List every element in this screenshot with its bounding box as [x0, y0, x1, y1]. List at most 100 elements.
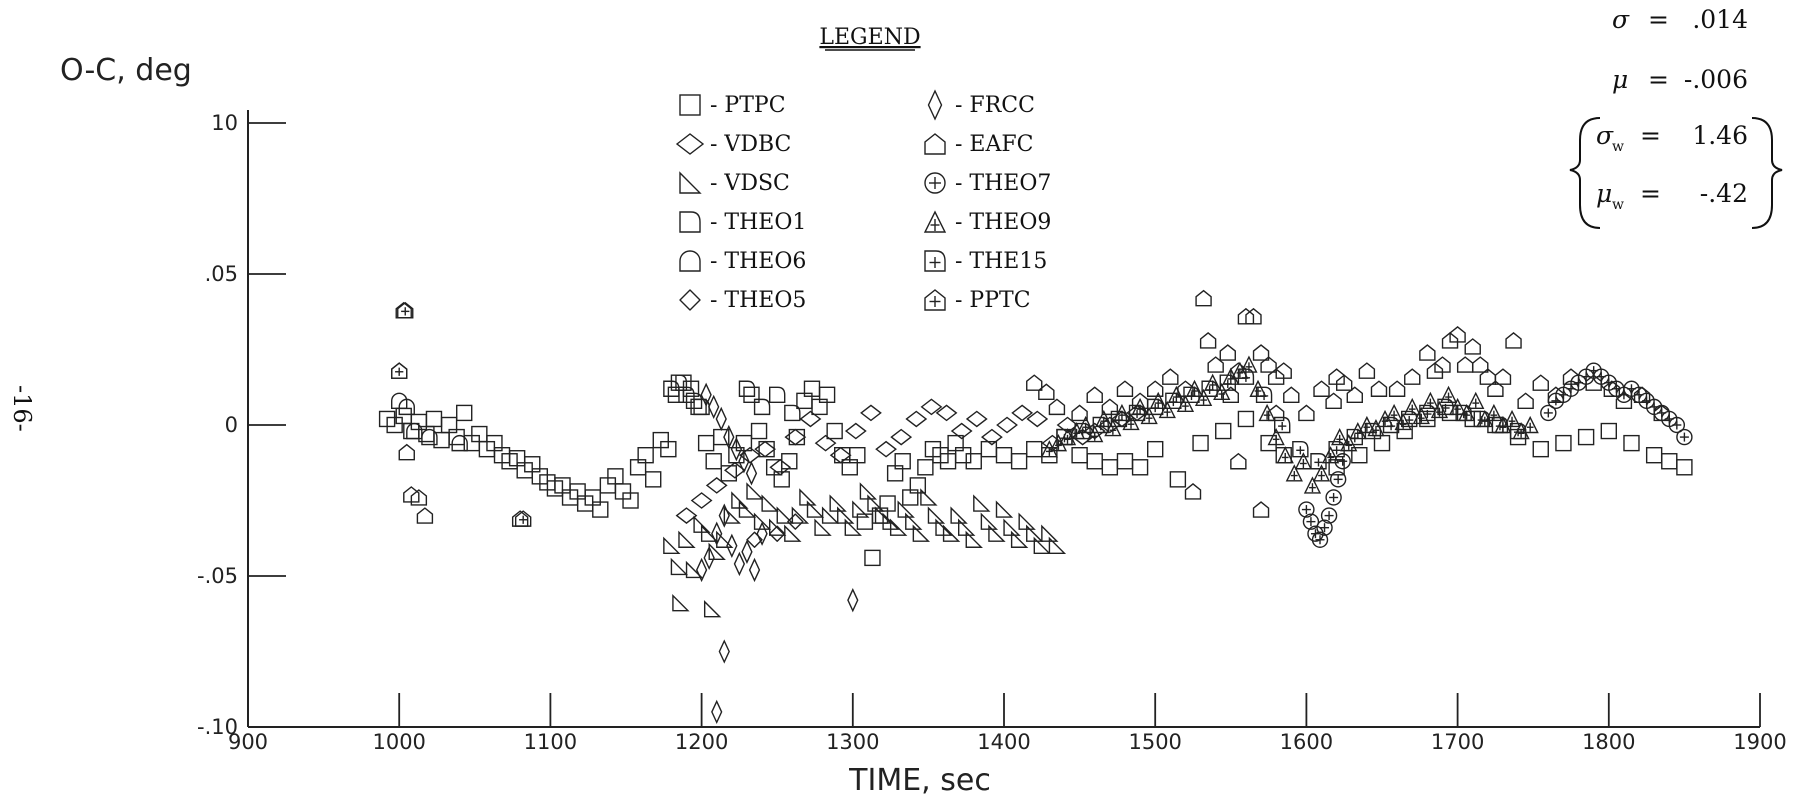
- data-point-dee-plus: [1219, 374, 1236, 391]
- data-point-house: [1048, 398, 1066, 416]
- legend-marker-diamond-wide: [675, 133, 705, 155]
- x-tick-label: 900: [228, 730, 268, 754]
- data-point-dee-plus: [1183, 386, 1200, 403]
- data-point-house: [1207, 356, 1224, 373]
- data-point-dee-plus: [1074, 422, 1091, 440]
- data-point-square: [743, 386, 760, 403]
- x-tick-label: 1400: [977, 730, 1030, 754]
- data-point-house: [1101, 398, 1119, 416]
- data-point-triangle-plus: [1412, 406, 1430, 425]
- data-point-diamond-wide: [769, 458, 792, 476]
- legend-marker-diamond-tall: [927, 89, 943, 121]
- data-point-diamond-wide: [875, 440, 897, 458]
- data-point-square: [750, 422, 768, 440]
- data-point-triangle-plus: [1104, 418, 1122, 437]
- data-point-dee-plus: [1110, 410, 1128, 428]
- data-point-house: [1267, 404, 1285, 422]
- data-point-diamond-tall: [741, 539, 753, 565]
- data-point-house: [1404, 368, 1421, 385]
- data-point-house: [1313, 380, 1330, 397]
- data-point-diamond-tall: [733, 551, 746, 577]
- data-point-square: [1116, 453, 1134, 470]
- stat-symbol: σ: [1596, 121, 1614, 150]
- data-point-house: [1335, 374, 1353, 391]
- data-point-diamond-tall: [730, 436, 743, 462]
- data-point-square: [1260, 434, 1277, 452]
- data-point-square: [879, 495, 896, 512]
- data-point-triangle-plus: [1213, 382, 1231, 400]
- data-point-house: [1615, 392, 1633, 410]
- legend-marker-dee: [679, 211, 701, 233]
- data-point-square: [1623, 434, 1640, 452]
- data-point-circle-plus: [1316, 519, 1333, 536]
- stat-subscript: w: [1612, 139, 1624, 155]
- data-point-dee-plus: [1473, 410, 1490, 428]
- data-point-dee-plus: [1056, 428, 1073, 446]
- data-point-triangle-right: [670, 557, 689, 576]
- data-point-diamond-wide: [814, 434, 837, 452]
- legend-label: - VDBC: [710, 132, 791, 157]
- data-point-house: [1464, 338, 1481, 355]
- legend-marker-circle-plus: [924, 172, 946, 194]
- data-point-diamond-tall: [703, 545, 715, 571]
- x-tick-label: 1000: [372, 730, 425, 754]
- data-point-house: [1199, 332, 1217, 349]
- legend-marker-triangle-plus: [923, 210, 947, 233]
- data-point-triangle-plus: [1258, 403, 1276, 422]
- data-point-square: [1237, 410, 1255, 428]
- data-point-square: [894, 453, 911, 470]
- data-point-diamond-wide: [784, 428, 807, 446]
- data-point-house: [410, 489, 428, 506]
- data-point-triangle-right: [791, 506, 810, 524]
- data-point-square: [917, 459, 934, 476]
- data-point-circle-plus: [1325, 489, 1342, 506]
- y-tick-label: -.10: [197, 715, 238, 739]
- data-point-house: [1419, 344, 1436, 361]
- data-point-dee-plus: [1346, 428, 1363, 446]
- data-point-house: [1298, 404, 1315, 422]
- data-point-house: [1325, 392, 1342, 410]
- data-point-house: [1245, 307, 1262, 325]
- data-point-square: [954, 447, 972, 464]
- data-point-diamond-tall: [738, 449, 750, 474]
- legend-label: - THEO9: [955, 210, 1051, 235]
- data-point-diamond-tall: [726, 533, 738, 558]
- data-point-triangle-right: [703, 600, 722, 618]
- data-point-house: [1441, 332, 1459, 349]
- data-point-house: [1162, 368, 1179, 385]
- data-point-diamond-round: [746, 531, 763, 548]
- data-point-house: [1449, 326, 1466, 343]
- data-point-triangle-right: [738, 500, 757, 518]
- data-point-house: [1252, 344, 1270, 361]
- legend-label: - THEO5: [710, 288, 806, 313]
- data-point-square: [773, 471, 790, 488]
- data-point-diamond-tall: [718, 639, 730, 664]
- data-point-circle-plus: [1676, 428, 1693, 446]
- data-point-triangle-plus: [1122, 412, 1140, 431]
- data-point-house: [1358, 362, 1376, 379]
- legend-marker-diamond-round: [679, 289, 701, 311]
- legend-marker-triangle-right: [679, 171, 702, 194]
- data-point-triangle-right: [685, 560, 704, 579]
- data-point-triangle-plus: [1140, 406, 1158, 425]
- data-point-square: [1131, 459, 1149, 476]
- data-point-triangle-plus: [1040, 440, 1058, 458]
- data-point-triangle-right: [716, 530, 734, 548]
- data-point-dee-plus: [1455, 404, 1472, 422]
- data-point-triangle-plus: [1394, 412, 1412, 431]
- data-point-house: [1184, 483, 1202, 500]
- data-point-triangle-right: [965, 530, 983, 548]
- data-point-square: [1071, 447, 1088, 464]
- data-point-house: [1517, 392, 1534, 410]
- data-point-arch: [391, 392, 408, 410]
- data-point-diamond-tall: [718, 503, 730, 528]
- data-point-diamond-wide: [996, 416, 1018, 434]
- data-point-dee-plus: [1419, 404, 1436, 422]
- data-point-house: [1116, 380, 1134, 397]
- stat-equals: =: [1640, 121, 1661, 150]
- data-point-diamond-tall: [700, 382, 712, 407]
- y-axis-label: O-C, deg: [60, 53, 192, 88]
- data-point-triangle-plus: [1294, 452, 1313, 470]
- data-point-triangle-right: [821, 506, 840, 524]
- data-point-house: [1346, 386, 1363, 403]
